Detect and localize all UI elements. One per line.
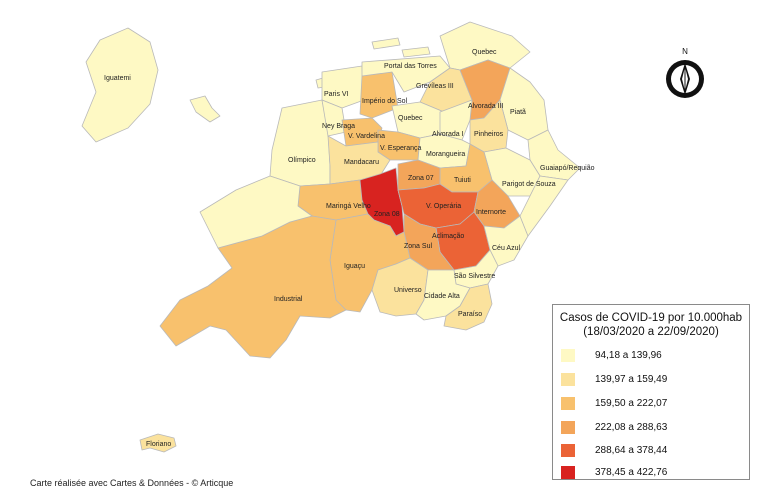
label-sao-silvestre: São Silvestre bbox=[454, 273, 495, 280]
label-guaiapo: Guaiapó/Requião bbox=[540, 165, 595, 172]
label-morangueira: Morangueira bbox=[426, 151, 465, 158]
district-south-east bbox=[519, 175, 569, 237]
label-cidade-alta: Cidade Alta bbox=[424, 293, 460, 300]
legend-label: 139,97 a 159,49 bbox=[595, 374, 668, 385]
label-zona-07: Zona 07 bbox=[408, 175, 434, 182]
label-grevileas-iii: Grevíleas III bbox=[416, 83, 454, 90]
island-fragment bbox=[189, 95, 221, 123]
district-imperio-do-sol bbox=[359, 71, 399, 119]
legend-swatch bbox=[561, 444, 575, 457]
label-tuiuti: Tuiuti bbox=[454, 177, 471, 184]
island-fragment bbox=[401, 46, 431, 58]
legend-swatch bbox=[561, 466, 575, 479]
legend-label: 159,50 a 222,07 bbox=[595, 398, 668, 409]
label-ceu-azul: Céu Azul bbox=[492, 245, 520, 252]
label-quebec-n: Quebec bbox=[472, 49, 497, 56]
legend-label: 222,08 a 288,63 bbox=[595, 422, 668, 433]
label-paris-vi: Paris VI bbox=[324, 91, 349, 98]
district-floriano bbox=[139, 433, 177, 453]
district-alvorada-i bbox=[439, 99, 473, 141]
label-parigot: Parigot de Souza bbox=[502, 181, 556, 188]
label-pinheiros: Pinheiros bbox=[474, 131, 504, 138]
label-aclimacao: Aclimação bbox=[432, 233, 464, 240]
label-v-esperanca: V. Esperança bbox=[380, 145, 421, 152]
north-label: N bbox=[682, 47, 688, 56]
district-paraiso bbox=[443, 283, 493, 331]
district-mandacaru bbox=[327, 135, 391, 185]
island-fragment bbox=[371, 37, 401, 50]
map-credit: Carte réalisée avec Cartes & Données - ©… bbox=[30, 478, 234, 488]
legend: Casos de COVID-19 por 10.000hab (18/03/2… bbox=[552, 304, 750, 480]
legend-title-line2: (18/03/2020 a 22/09/2020) bbox=[583, 326, 719, 338]
label-iguatemi: Iguatemi bbox=[104, 75, 131, 82]
label-paraiso: Paraíso bbox=[458, 311, 482, 318]
north-arrow-icon: N bbox=[666, 47, 704, 98]
legend-label: 288,64 a 378,44 bbox=[595, 445, 668, 456]
label-maringa-velho: Maringá Velho bbox=[326, 203, 371, 210]
label-quebec-c: Quebec bbox=[398, 115, 423, 122]
legend-label: 378,45 a 422,76 bbox=[595, 467, 668, 478]
label-ney-braga: Ney Braga bbox=[322, 123, 355, 130]
label-imperio-do-sol: Império do Sol bbox=[362, 98, 408, 105]
legend-label: 94,18 a 139,96 bbox=[595, 350, 662, 361]
district-portal-das-torres bbox=[361, 55, 451, 93]
legend-title: Casos de COVID-19 por 10.000hab (18/03/2… bbox=[553, 311, 749, 339]
label-zona-08: Zona 08 bbox=[374, 211, 400, 218]
label-alvorada-iii: Alvorada III bbox=[468, 103, 503, 110]
district-sw-small bbox=[199, 175, 313, 249]
label-floriano: Floriano bbox=[146, 441, 171, 448]
label-alvorada-i: Alvorada I bbox=[432, 131, 464, 138]
label-universo: Universo bbox=[394, 287, 422, 294]
label-v-operaria: V. Operária bbox=[426, 203, 461, 210]
district-olimpico bbox=[269, 99, 331, 187]
district-iguatemi bbox=[81, 27, 159, 143]
label-industrial: Industrial bbox=[274, 296, 303, 303]
legend-swatch bbox=[561, 421, 575, 434]
legend-swatch bbox=[561, 373, 575, 386]
label-internorte: Internorte bbox=[476, 209, 506, 216]
label-iguacu: Iguaçu bbox=[344, 263, 365, 270]
district-paris-vi bbox=[321, 65, 365, 109]
label-olimpico: Olímpico bbox=[288, 157, 316, 164]
legend-swatch bbox=[561, 397, 575, 410]
label-piata: Piatã bbox=[510, 109, 526, 116]
label-v-vardelina: V. Vardelina bbox=[348, 133, 385, 140]
label-zona-sul: Zona Sul bbox=[404, 243, 432, 250]
label-mandacaru: Mandacaru bbox=[344, 159, 379, 166]
district-industrial bbox=[159, 215, 347, 359]
legend-swatch bbox=[561, 349, 575, 362]
label-portal-das-torres: Portal das Torres bbox=[384, 63, 437, 70]
legend-title-line1: Casos de COVID-19 por 10.000hab bbox=[559, 312, 743, 324]
